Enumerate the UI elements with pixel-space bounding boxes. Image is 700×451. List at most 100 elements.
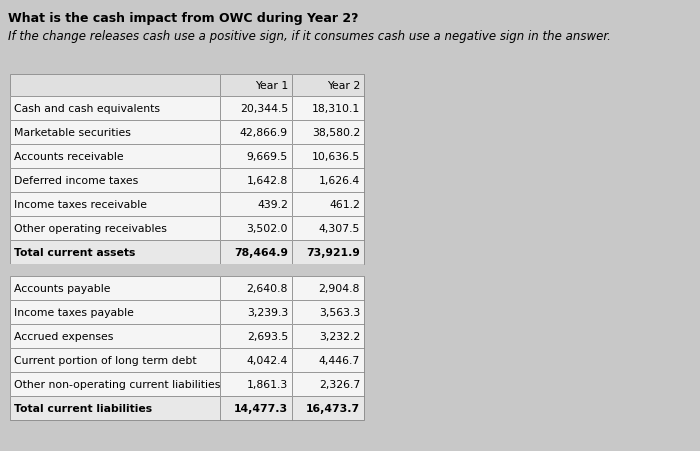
Bar	[292, 193, 364, 216]
Text: Cash and cash equivalents: Cash and cash equivalents	[14, 104, 160, 114]
Bar	[292, 324, 364, 348]
Bar	[10, 193, 220, 216]
Bar	[10, 145, 220, 169]
Bar	[220, 145, 292, 169]
Bar	[10, 276, 220, 300]
Text: 2,640.8: 2,640.8	[246, 283, 288, 293]
Bar	[292, 348, 364, 372]
Bar	[10, 300, 220, 324]
Bar	[292, 97, 364, 121]
Bar	[10, 75, 220, 97]
Bar	[10, 193, 220, 216]
Bar	[10, 216, 220, 240]
Text: Year 2: Year 2	[327, 81, 360, 91]
Text: Other non-operating current liabilities: Other non-operating current liabilities	[14, 379, 220, 389]
Text: 42,866.9: 42,866.9	[240, 128, 288, 138]
Bar	[10, 264, 364, 276]
Bar	[292, 145, 364, 169]
Bar	[220, 169, 292, 193]
Text: Year 1: Year 1	[255, 81, 288, 91]
Bar	[292, 121, 364, 145]
Text: 20,344.5: 20,344.5	[239, 104, 288, 114]
Text: 78,464.9: 78,464.9	[234, 248, 288, 258]
Text: 14,477.3: 14,477.3	[234, 403, 288, 413]
Bar	[10, 121, 220, 145]
Bar	[10, 300, 220, 324]
Text: 9,669.5: 9,669.5	[246, 152, 288, 161]
Bar	[220, 276, 292, 300]
Text: 4,042.4: 4,042.4	[246, 355, 288, 365]
Bar	[10, 97, 220, 121]
Bar	[220, 324, 292, 348]
Bar	[220, 97, 292, 121]
Bar	[292, 300, 364, 324]
Text: Accounts payable: Accounts payable	[14, 283, 111, 293]
Bar	[220, 145, 292, 169]
Bar	[10, 324, 220, 348]
Bar	[220, 216, 292, 240]
Bar	[10, 276, 220, 300]
Bar	[292, 240, 364, 264]
Text: 16,473.7: 16,473.7	[306, 403, 360, 413]
Bar	[292, 324, 364, 348]
Bar	[220, 372, 292, 396]
Bar	[10, 396, 220, 420]
Bar	[220, 169, 292, 193]
Text: 3,502.0: 3,502.0	[246, 224, 288, 234]
Text: 461.2: 461.2	[329, 199, 360, 210]
Text: Marketable securities: Marketable securities	[14, 128, 131, 138]
Text: Income taxes receivable: Income taxes receivable	[14, 199, 147, 210]
Bar	[292, 348, 364, 372]
Bar	[220, 75, 292, 97]
Bar	[292, 75, 364, 97]
Bar	[292, 97, 364, 121]
Bar	[10, 348, 220, 372]
Bar	[220, 396, 292, 420]
Bar	[220, 396, 292, 420]
Bar	[10, 121, 220, 145]
Text: Other operating receivables: Other operating receivables	[14, 224, 167, 234]
Text: 10,636.5: 10,636.5	[312, 152, 360, 161]
Bar	[220, 240, 292, 264]
Bar	[10, 372, 220, 396]
Bar	[220, 348, 292, 372]
Bar	[292, 372, 364, 396]
Bar	[220, 240, 292, 264]
Bar	[10, 324, 220, 348]
Bar	[292, 240, 364, 264]
Bar	[220, 193, 292, 216]
Bar	[220, 216, 292, 240]
Text: 1,861.3: 1,861.3	[246, 379, 288, 389]
Bar	[292, 193, 364, 216]
Bar	[292, 75, 364, 97]
Bar	[292, 396, 364, 420]
Text: 4,307.5: 4,307.5	[318, 224, 360, 234]
Text: 18,310.1: 18,310.1	[312, 104, 360, 114]
Text: Total current liabilities: Total current liabilities	[14, 403, 152, 413]
Bar	[10, 240, 220, 264]
Text: What is the cash impact from OWC during Year 2?: What is the cash impact from OWC during …	[8, 12, 358, 25]
Bar	[292, 216, 364, 240]
Text: 73,921.9: 73,921.9	[306, 248, 360, 258]
Bar	[10, 169, 220, 193]
Bar	[292, 276, 364, 300]
Bar	[220, 348, 292, 372]
Text: If the change releases cash use a positive sign, if it consumes cash use a negat: If the change releases cash use a positi…	[8, 30, 611, 43]
Bar	[220, 300, 292, 324]
Bar	[292, 169, 364, 193]
Bar	[10, 348, 220, 372]
Bar	[220, 75, 292, 97]
Bar	[292, 121, 364, 145]
Bar	[292, 216, 364, 240]
Text: Accounts receivable: Accounts receivable	[14, 152, 124, 161]
Bar	[10, 396, 220, 420]
Text: 2,693.5: 2,693.5	[246, 331, 288, 341]
Text: 4,446.7: 4,446.7	[318, 355, 360, 365]
Bar	[220, 193, 292, 216]
Bar	[220, 97, 292, 121]
Bar	[10, 169, 220, 193]
Text: 1,642.8: 1,642.8	[246, 175, 288, 186]
Bar	[220, 276, 292, 300]
Bar	[292, 300, 364, 324]
Bar	[10, 145, 220, 169]
